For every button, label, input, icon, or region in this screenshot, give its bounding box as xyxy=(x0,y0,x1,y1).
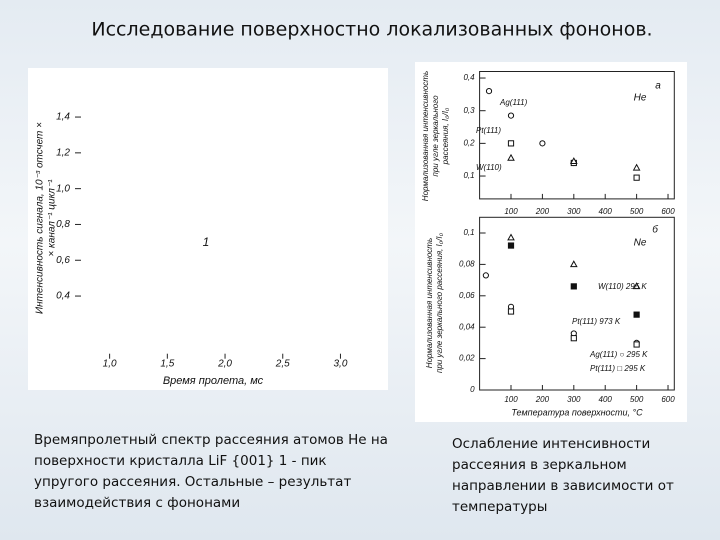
x-tick-label: 100 xyxy=(504,395,518,404)
marker xyxy=(507,112,515,119)
y-tick-label: 1,4 xyxy=(56,112,70,123)
x-tick-label: 200 xyxy=(535,207,550,216)
plot-frame xyxy=(479,216,675,391)
marker xyxy=(632,163,641,171)
plot-frame xyxy=(479,71,675,200)
y-tick-label: 0,1 xyxy=(463,171,474,180)
x-tick-label: 2,0 xyxy=(217,359,232,370)
figure-right-background xyxy=(415,62,687,422)
y-tick-label: 0,3 xyxy=(463,106,475,115)
x-tick-label: 500 xyxy=(630,395,644,404)
x-tick-label: 600 xyxy=(661,395,675,404)
caption-right: Ослабление интенсивности рассеяния в зер… xyxy=(452,436,674,515)
x-tick-label: 1,0 xyxy=(103,359,117,370)
marker xyxy=(507,308,515,315)
x-tick-label: 100 xyxy=(504,207,518,216)
annotation: б xyxy=(652,224,658,236)
y-axis-title: при угле зеркального xyxy=(431,95,440,177)
y-tick-label: 0,4 xyxy=(56,291,70,302)
y-tick-label: 0,4 xyxy=(463,73,475,82)
x-tick-label: 600 xyxy=(661,207,675,216)
marker xyxy=(569,260,578,268)
y-tick-label: 0,02 xyxy=(459,354,475,363)
legend-label: W(110) xyxy=(476,163,502,172)
x-tick-label: 1,5 xyxy=(160,359,174,370)
marker xyxy=(539,140,546,147)
y-axis-title: Интенсивность сигнала, 10⁻³ отсчет × xyxy=(35,122,46,314)
legend-label: W(110) 295 K xyxy=(598,282,647,291)
y-tick-label: 0,08 xyxy=(459,260,475,269)
y-tick-label: 1,0 xyxy=(56,183,70,194)
legend-label: Pt(111) 973 K xyxy=(572,317,621,326)
legend-label: Pt(111) xyxy=(476,126,501,135)
x-axis-title: Температура поверхности, °С xyxy=(511,407,643,417)
y-tick-label: 0 xyxy=(470,385,475,394)
x-tick-label: 300 xyxy=(567,207,581,216)
caption-left: Времяпролетный спектр рассеяния атомов Н… xyxy=(34,432,388,511)
marker xyxy=(570,335,577,342)
annotation: а xyxy=(655,81,661,92)
x-tick-label: 200 xyxy=(535,395,550,404)
y-axis-title: рассеяния, I₀/I₀ xyxy=(441,107,450,165)
y-tick-label: 0,8 xyxy=(56,219,70,230)
legend-label: Ag(111) xyxy=(499,98,528,107)
x-tick-label: 400 xyxy=(599,395,613,404)
x-tick-label: 400 xyxy=(599,207,613,216)
marker xyxy=(633,341,640,348)
figure-left-background xyxy=(28,68,388,390)
marker xyxy=(507,153,515,161)
x-axis-title: Время пролета, мс xyxy=(163,375,264,387)
marker xyxy=(507,242,515,249)
y-axis-title: Нормализованная интенсивность xyxy=(421,71,430,201)
slide-title: Исследование поверхностно локализованных… xyxy=(91,19,652,41)
annotation: He xyxy=(634,93,647,104)
marker xyxy=(569,157,578,165)
x-tick-label: 300 xyxy=(567,395,581,404)
y-tick-label: 0,06 xyxy=(459,291,475,300)
marker xyxy=(570,283,577,290)
marker xyxy=(633,174,640,181)
legend-label: Pt(111) □ 295 K xyxy=(590,364,646,373)
y-tick-label: 0,04 xyxy=(459,322,475,331)
annotation: 1 xyxy=(203,235,210,249)
y-axis-title: при угле зеркального рассеяния, I₀/I₀ xyxy=(435,232,444,373)
legend-label: Ag(111) ○ 295 K xyxy=(589,350,648,359)
y-tick-label: 0,2 xyxy=(463,138,475,147)
y-axis-title: Нормализованная интенсивность xyxy=(425,238,434,368)
figures: 1,0 1,5 2,0 2,5 3,0 0,4 0,6 0,8 1,0 1,2 1,4 Время п… xyxy=(35,71,676,418)
x-tick-label: 3,0 xyxy=(334,359,348,370)
y-tick-label: 0,1 xyxy=(463,228,474,237)
annotation: Ne xyxy=(634,238,647,249)
y-axis-title: × канал⁻¹ цикл⁻¹ xyxy=(47,179,58,257)
y-tick-label: 1,2 xyxy=(56,147,70,158)
marker xyxy=(485,88,493,95)
marker xyxy=(482,272,489,279)
marker xyxy=(632,282,641,290)
marker xyxy=(633,311,640,318)
marker xyxy=(507,140,515,147)
x-tick-label: 2,5 xyxy=(275,359,290,370)
marker xyxy=(507,233,515,241)
y-tick-label: 0,6 xyxy=(56,255,70,266)
x-tick-label: 500 xyxy=(630,207,644,216)
